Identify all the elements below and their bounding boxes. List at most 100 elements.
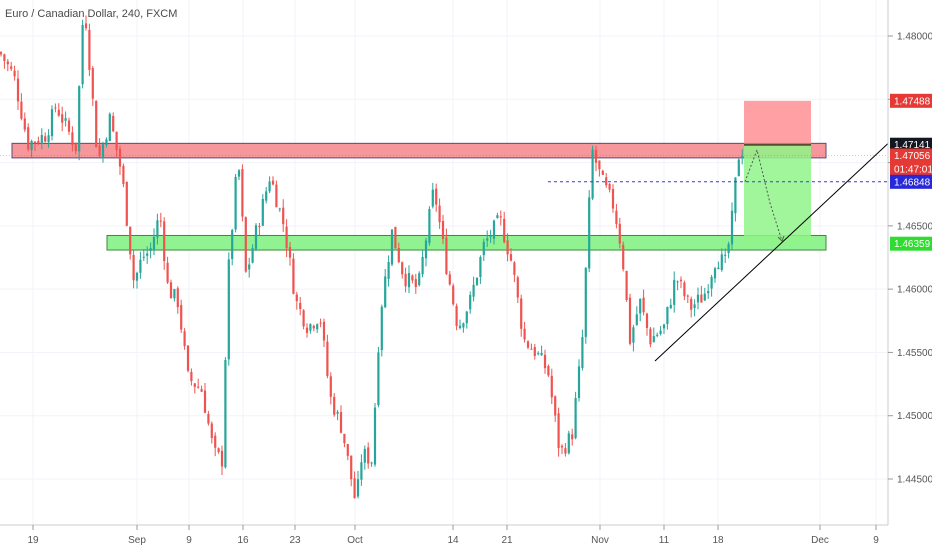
time-axis[interactable]: 19 Sep 9 16 23 Oct 14 21 Nov 11 18 Dec 9 [27,525,879,546]
x-tick-label: 11 [659,535,670,546]
candle-up [676,281,679,283]
candle-up [479,257,482,278]
x-tick-label: 14 [447,535,459,546]
candle-up [224,359,227,468]
candle-down [526,341,530,348]
candle-up [356,479,360,497]
price-badge [890,148,932,163]
candle-up [237,170,241,177]
position-tool[interactable] [744,100,811,244]
candle-up [727,243,730,254]
candle-up [146,253,149,256]
candle-up [81,24,84,85]
candle-up [248,264,251,270]
candle-down [23,118,26,130]
candle-down [333,396,336,415]
candle-up [265,191,268,201]
candle-down [441,220,445,239]
candle-down [503,218,506,243]
candle-up [234,176,237,230]
candle-up [173,289,176,299]
candle-down [200,389,203,392]
candle-down [401,262,404,275]
candle-down [353,478,356,498]
candle-down [509,254,513,261]
candle-up [431,189,434,207]
candle-down [564,448,567,454]
candle-up [581,337,584,368]
candle-down [645,313,649,328]
candles [0,15,744,499]
candle-down [91,68,94,99]
candle-up [424,240,428,259]
candle-down [88,29,91,70]
candle-up [135,272,139,281]
price-badge-label: 01:47:01 [894,164,932,175]
candle-down [346,444,349,456]
candle-up [387,261,390,279]
candle-up [717,267,720,270]
candle-up [574,397,577,439]
candle-up [78,86,81,152]
candle-down [244,217,247,272]
candle-down [679,279,683,282]
candle-up [703,293,706,301]
candle-down [516,277,519,298]
candle-down [302,310,305,327]
y-tick-label: 1.46500 [897,221,932,232]
candle-down [594,150,598,163]
candle-up [693,304,696,309]
candle-up [360,462,363,480]
candle-up [30,140,33,151]
candle-up [407,273,411,288]
candle-down [295,294,298,302]
candle-up [659,330,662,334]
price-badge-label: 1.47141 [894,140,931,151]
candle-up [370,462,373,464]
candle-down [322,321,326,341]
candle-down [95,100,98,148]
candle-down [414,279,417,288]
x-tick-label: 18 [712,535,724,546]
candle-up [64,118,67,121]
y-tick-label: 1.45000 [897,411,932,422]
price-badge-label: 1.46359 [894,239,931,250]
candle-up [730,210,734,245]
candle-down [180,305,183,330]
price-badge-label: 1.47056 [894,151,931,162]
y-tick-label: 1.44500 [897,475,932,486]
candle-down [615,210,618,225]
candle-down [339,412,343,433]
candle-down [690,298,693,310]
x-tick-label: 9 [186,535,192,546]
candle-down [37,140,40,144]
candle-down [628,297,632,344]
candle-up [588,197,591,269]
candle-down [125,182,128,226]
candle-up [278,208,281,210]
candle-down [61,114,64,123]
x-tick-label: Dec [811,535,829,546]
candle-down [190,372,193,382]
candle-down [530,348,533,350]
candle-down [44,136,47,142]
candle-up [656,334,659,336]
candle-up [47,135,50,143]
candle-down [533,347,536,356]
x-tick-label: 23 [289,535,301,546]
candle-up [567,433,570,454]
candle-up [108,113,111,142]
candle-up [363,448,366,463]
candle-down [0,52,3,55]
candle-up [472,284,475,297]
candle-down [10,66,13,69]
candle-down [618,223,621,244]
y-tick-label: 1.45500 [897,348,932,359]
candle-down [271,180,275,185]
price-axis-bg[interactable] [888,0,932,525]
candle-down [445,237,448,275]
candle-down [343,433,346,444]
candle-down [649,328,652,345]
candle-down [329,376,332,397]
